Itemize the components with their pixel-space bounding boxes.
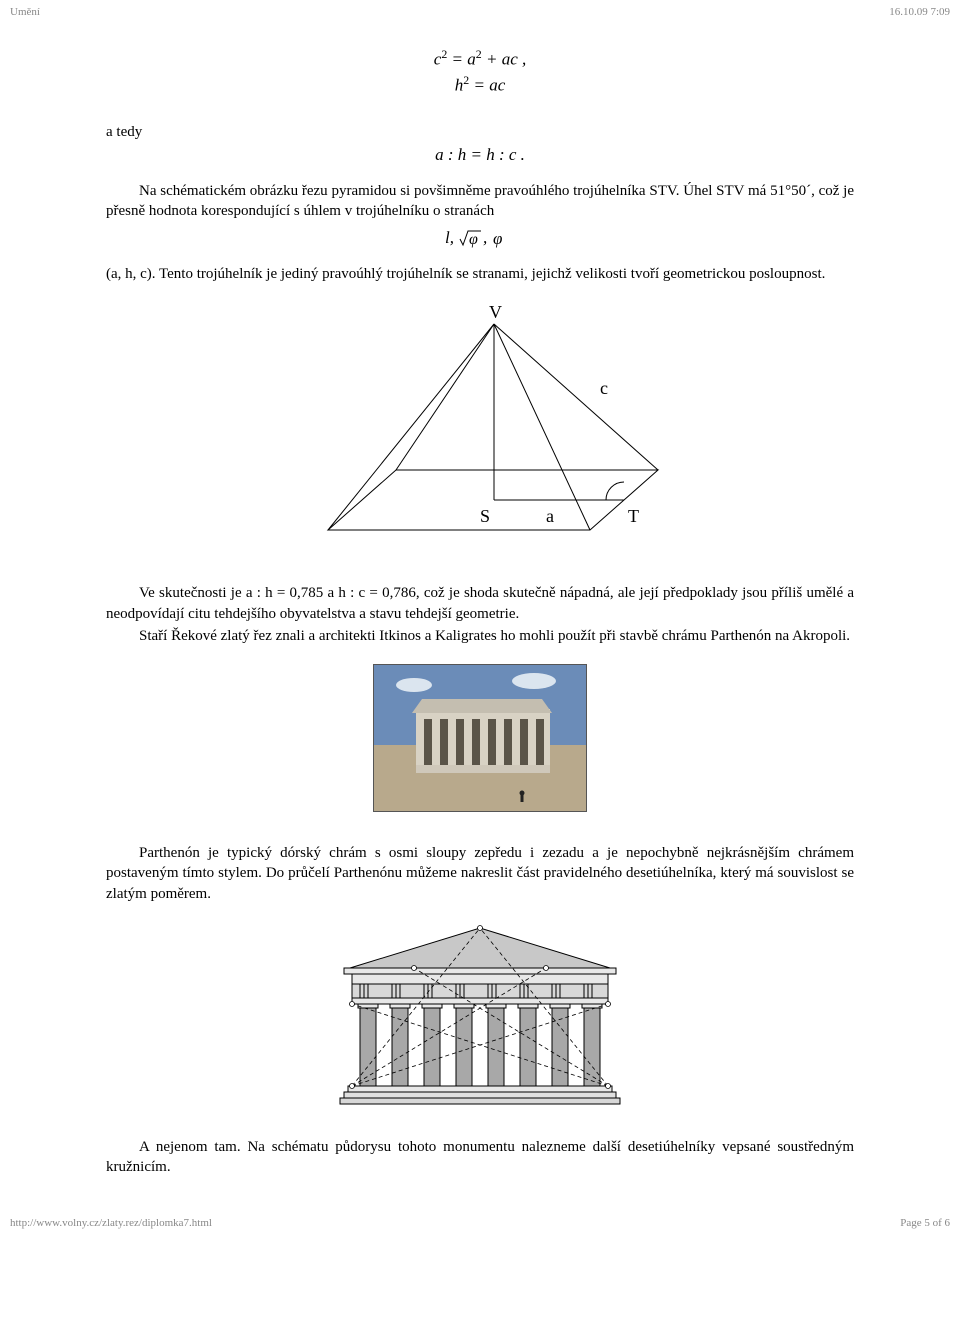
para2a: Ve skutečnosti je a : h = 0,785 a h : c … [106,583,854,624]
formula-ratio: a : h = h : c . [106,145,854,165]
pyramid-label-a: a [546,506,554,526]
pyramid-label-T: T [628,506,639,526]
formula-block: c2 = a2 + ac , h2 = ac [106,46,854,98]
footer-page: Page 5 of 6 [900,1217,950,1229]
a-tedy: a tedy [106,122,854,142]
para1a: Na schématickém obrázku řezu pyramidou s… [106,181,854,222]
para3: Parthenón je typický dórský chrám s osmi… [106,843,854,904]
header-left: Umění [10,6,40,18]
pyramid-label-S: S [480,506,490,526]
parthenon-photo [106,664,854,817]
header-right: 16.10.09 7:09 [889,6,950,18]
svg-text:φ: φ [469,231,478,248]
svg-text:,: , [483,228,487,247]
pyramid-label-c: c [600,378,608,398]
para4: A nejenom tam. Na schématu půdorysu toho… [106,1137,854,1178]
formula-eq1: c2 = a2 + ac , [106,46,854,72]
footer-url: http://www.volny.cz/zlaty.rez/diplomka7.… [10,1217,212,1229]
svg-text:l,: l, [445,228,454,247]
formula-eq2: h2 = ac [106,72,854,98]
para1b: (a, h, c). Tento trojúhelník je jediný p… [106,264,854,284]
facade-figure [106,922,854,1111]
pyramid-figure: V c S a T [106,302,854,557]
para2b: Staří Řekové zlatý řez znali a architekt… [106,626,854,646]
pyramid-label-V: V [489,302,502,322]
formula-sides: l, φ , φ [106,227,854,254]
svg-text:φ: φ [493,229,502,248]
